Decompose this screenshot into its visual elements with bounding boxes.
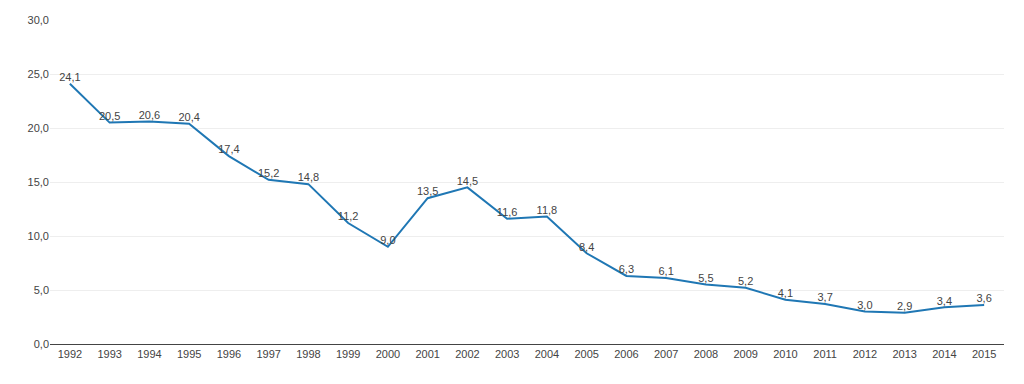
svg-text:1994: 1994	[137, 348, 161, 360]
svg-text:2001: 2001	[415, 348, 439, 360]
svg-text:2004: 2004	[535, 348, 559, 360]
svg-text:3,0: 3,0	[857, 299, 872, 311]
svg-text:0,0: 0,0	[34, 338, 49, 350]
svg-text:13,5: 13,5	[417, 185, 438, 197]
svg-text:10,0: 10,0	[28, 230, 49, 242]
svg-text:14,8: 14,8	[298, 171, 319, 183]
svg-text:20,6: 20,6	[139, 109, 160, 121]
svg-text:3,4: 3,4	[937, 295, 952, 307]
svg-text:2008: 2008	[694, 348, 718, 360]
svg-text:2014: 2014	[932, 348, 956, 360]
svg-text:1998: 1998	[296, 348, 320, 360]
svg-text:25,0: 25,0	[28, 68, 49, 80]
svg-text:6,1: 6,1	[658, 265, 673, 277]
svg-text:8,4: 8,4	[579, 241, 594, 253]
svg-text:15,2: 15,2	[258, 167, 279, 179]
svg-text:1992: 1992	[58, 348, 82, 360]
svg-text:3,6: 3,6	[976, 292, 991, 304]
svg-text:30,0: 30,0	[28, 14, 49, 26]
svg-text:15,0: 15,0	[28, 176, 49, 188]
svg-text:5,2: 5,2	[738, 275, 753, 287]
svg-text:2010: 2010	[773, 348, 797, 360]
svg-text:1999: 1999	[336, 348, 360, 360]
svg-text:2006: 2006	[614, 348, 638, 360]
svg-text:20,4: 20,4	[178, 111, 199, 123]
svg-text:1995: 1995	[177, 348, 201, 360]
svg-text:2003: 2003	[495, 348, 519, 360]
svg-text:14,5: 14,5	[457, 175, 478, 187]
svg-text:20,0: 20,0	[28, 122, 49, 134]
svg-text:11,8: 11,8	[537, 204, 558, 216]
svg-text:1997: 1997	[256, 348, 280, 360]
svg-text:5,0: 5,0	[34, 284, 49, 296]
svg-text:17,4: 17,4	[218, 143, 239, 155]
svg-text:6,3: 6,3	[619, 263, 634, 275]
svg-text:2007: 2007	[654, 348, 678, 360]
svg-text:2,9: 2,9	[897, 300, 912, 312]
svg-text:20,5: 20,5	[99, 110, 120, 122]
svg-text:2015: 2015	[972, 348, 996, 360]
svg-text:9,0: 9,0	[380, 234, 395, 246]
svg-text:2013: 2013	[892, 348, 916, 360]
svg-text:2011: 2011	[813, 348, 837, 360]
svg-text:2005: 2005	[574, 348, 598, 360]
svg-text:24,1: 24,1	[59, 71, 80, 83]
svg-text:2012: 2012	[853, 348, 877, 360]
svg-text:2009: 2009	[733, 348, 757, 360]
svg-text:1993: 1993	[97, 348, 121, 360]
svg-text:11,2: 11,2	[338, 210, 359, 222]
svg-text:4,1: 4,1	[778, 287, 793, 299]
svg-text:3,7: 3,7	[817, 291, 832, 303]
svg-text:2002: 2002	[455, 348, 479, 360]
svg-text:11,6: 11,6	[497, 206, 518, 218]
svg-text:2000: 2000	[376, 348, 400, 360]
svg-text:5,5: 5,5	[698, 272, 713, 284]
svg-text:1996: 1996	[217, 348, 241, 360]
